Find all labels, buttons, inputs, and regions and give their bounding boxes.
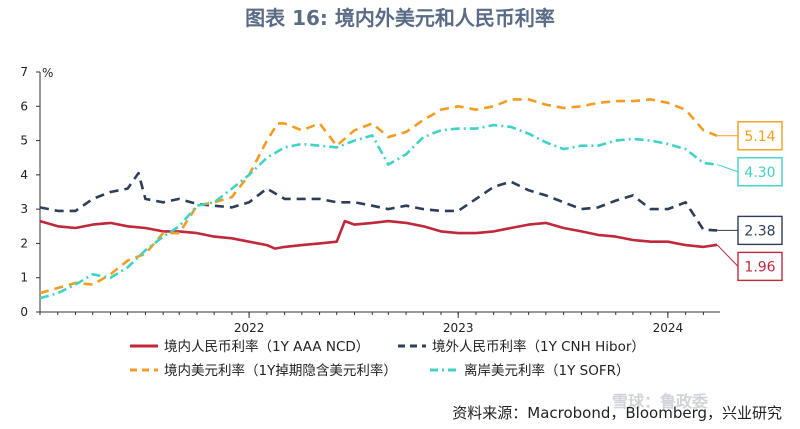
chart-legend: 境内人民币利率（1Y AAA NCD） 境外人民币利率（1Y CNH Hibor）… xyxy=(130,338,645,379)
end-labels: 5.14 4.30 2.38 1.96 xyxy=(716,121,783,282)
y-tick-label: 4 xyxy=(20,168,28,182)
y-tick-label: 5 xyxy=(20,134,28,148)
end-label-box xyxy=(737,251,783,282)
y-tick-label: 7 xyxy=(20,65,28,79)
series-line-2 xyxy=(39,171,718,232)
chart-lines xyxy=(39,98,718,300)
end-label-box xyxy=(737,215,783,246)
source-note: 资料来源：Macrobond，Bloomberg，兴业研究 xyxy=(452,404,782,422)
y-tick-label: 1 xyxy=(20,271,28,285)
end-label-leader xyxy=(716,164,739,173)
watermark: 雪球：鲁政委 xyxy=(612,392,709,411)
x-tick-label: 2023 xyxy=(443,321,474,335)
y-tick-label: 3 xyxy=(20,202,28,216)
chart-axes: 0 1 2 3 4 5 6 7 % 2022 2023 2024 xyxy=(20,65,720,335)
y-tick-label: 2 xyxy=(20,236,28,250)
x-tick-label: 2024 xyxy=(653,321,684,335)
end-value-label: 4.30 xyxy=(744,165,775,181)
series-line-1 xyxy=(39,219,718,250)
x-tick-label: 2022 xyxy=(234,321,265,335)
series-line-3 xyxy=(39,98,718,295)
legend-label-1: 境内人民币利率（1Y AAA NCD） xyxy=(164,338,369,355)
end-value-label: 1.96 xyxy=(744,259,775,275)
legend-label-2: 境外人民币利率（1Y CNH Hibor） xyxy=(432,338,645,355)
end-label-box xyxy=(737,157,783,187)
y-tick-label: 6 xyxy=(20,99,28,113)
end-label-leader xyxy=(716,244,739,267)
end-label-box xyxy=(737,121,783,151)
y-axis-unit-label: % xyxy=(42,66,53,80)
legend-label-4: 离岸美元利率（1Y SOFR） xyxy=(464,362,629,379)
end-value-label: 5.14 xyxy=(744,129,775,145)
chart-title: 图表 16: 境内外美元和人民币利率 xyxy=(245,6,555,30)
series-line-4 xyxy=(39,123,718,300)
legend-label-3: 境内美元利率（1Y掉期隐含美元利率） xyxy=(164,362,397,379)
end-value-label: 2.38 xyxy=(744,223,775,239)
y-tick-label: 0 xyxy=(20,305,28,319)
